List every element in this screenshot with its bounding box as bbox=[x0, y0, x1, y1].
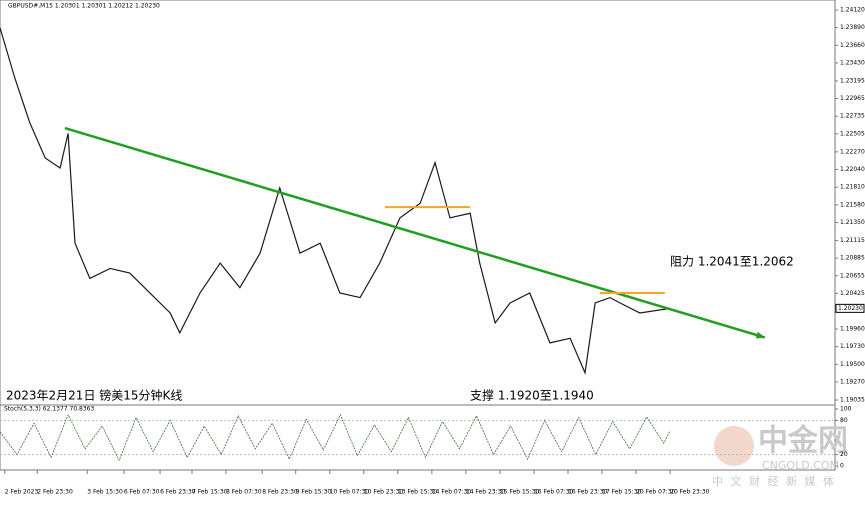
y-tick-label: 1.22735 bbox=[840, 113, 865, 120]
y-tick-label: 1.23195 bbox=[840, 77, 865, 84]
x-tick-label: 8 Feb 07:30 bbox=[226, 489, 262, 496]
y-tick-label: 0 bbox=[840, 463, 844, 470]
x-tick-label: 13 Feb 15:30 bbox=[398, 489, 438, 496]
x-tick-label: 20 Feb 07:30 bbox=[636, 489, 676, 496]
last-price-label: 1.20230 bbox=[838, 305, 863, 312]
x-tick-label: 20 Feb 23:30 bbox=[670, 489, 710, 496]
y-tick-label: 1.22965 bbox=[840, 95, 865, 102]
y-tick-label: 1.19035 bbox=[840, 397, 865, 404]
y-tick-label: 1.21350 bbox=[840, 219, 865, 226]
chart-title: 2023年2月21日 镑美15分钟K线 bbox=[6, 388, 182, 403]
y-tick-label: 1.24120 bbox=[840, 6, 865, 13]
header: GBPUSD#,M15 1.20301 1.20301 1.20212 1.20… bbox=[8, 3, 160, 10]
x-tick-label: 3 Feb 15:30 bbox=[87, 489, 123, 496]
main-panel bbox=[0, 0, 836, 406]
x-tick-label: 9 Feb 15:30 bbox=[296, 489, 332, 496]
watermark-name: 中金网 bbox=[758, 424, 848, 459]
x-tick-label: 10 Feb 07:30 bbox=[330, 489, 370, 496]
y-tick-label: 1.20655 bbox=[840, 272, 865, 279]
x-tick-label: 7 Feb 15:30 bbox=[192, 489, 228, 496]
series-line bbox=[0, 27, 671, 375]
y-tick-label: 1.19270 bbox=[840, 378, 865, 385]
y-tick-label: 1.23660 bbox=[840, 42, 865, 49]
y-tick-label: 1.19500 bbox=[840, 361, 865, 368]
y-tick-label: 1.19730 bbox=[840, 343, 865, 350]
y-tick-label: 1.19960 bbox=[840, 326, 865, 333]
y-tick-label: 1.21580 bbox=[840, 201, 865, 208]
y-tick-label: 100 bbox=[840, 406, 852, 413]
y-tick-label: 20 bbox=[840, 451, 848, 458]
y-tick-label: 1.21810 bbox=[840, 184, 865, 191]
x-tick-label: 2 Feb 23:30 bbox=[37, 489, 73, 496]
series-line bbox=[0, 413, 671, 462]
x-tick-label: 8 Feb 23:30 bbox=[262, 489, 298, 496]
watermark-site: CNGOLD.COM bbox=[762, 459, 839, 472]
watermark-slogan: 中 文 财 经 新 媒 体 bbox=[712, 474, 836, 488]
x-tick-label: 6 Feb 23:30 bbox=[160, 489, 196, 496]
y-tick-label: 1.23430 bbox=[840, 59, 865, 66]
y-tick-label: 1.23890 bbox=[840, 24, 865, 31]
resistance-label: 阻力 1.2041至1.2062 bbox=[670, 255, 794, 269]
trendline-arrow bbox=[755, 331, 765, 339]
y-tick-label: 1.22040 bbox=[840, 166, 865, 173]
y-tick-label: 80 bbox=[840, 417, 848, 424]
stoch-title: Stoch(5,3,3) 62.1377 70.8363 bbox=[4, 406, 95, 413]
x-tick-label: 6 Feb 07:30 bbox=[124, 489, 160, 496]
watermark: 中金网 CNGOLD.COM 中 文 财 经 新 媒 体 bbox=[712, 424, 848, 489]
x-tick-label: 2 Feb 2023 bbox=[5, 489, 39, 496]
x-tick-label: 17 Feb 15:30 bbox=[602, 489, 642, 496]
x-tick-label: 16 Feb 23:30 bbox=[568, 489, 608, 496]
y-tick-label: 1.20885 bbox=[840, 255, 865, 262]
x-tick-label: 16 Feb 07:30 bbox=[534, 489, 574, 496]
y-tick-label: 1.21115 bbox=[840, 237, 865, 244]
stoch-panel bbox=[0, 404, 836, 471]
logo bbox=[714, 426, 754, 466]
y-tick-label: 1.22505 bbox=[840, 130, 865, 137]
x-tick-label: 14 Feb 23:30 bbox=[466, 489, 506, 496]
trendline bbox=[64, 126, 766, 339]
last-price-box bbox=[835, 303, 865, 313]
support-label: 支撑 1.1920至1.1940 bbox=[470, 388, 594, 403]
y-tick-label: 1.20425 bbox=[840, 290, 865, 297]
x-tick-label: 10 Feb 23:30 bbox=[364, 489, 404, 496]
y-tick-label: 1.22270 bbox=[840, 148, 865, 155]
x-tick-label: 14 Feb 07:30 bbox=[432, 489, 472, 496]
x-tick-label: 15 Feb 15:30 bbox=[500, 489, 540, 496]
